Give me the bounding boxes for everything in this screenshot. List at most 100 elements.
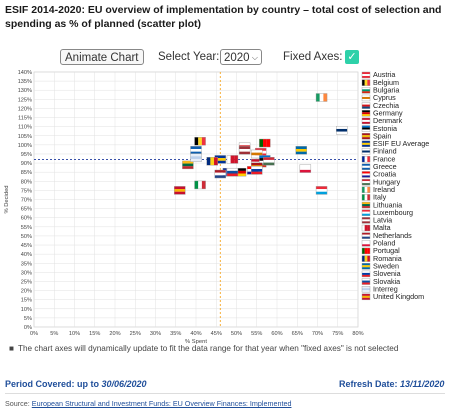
- legend-flag-slovenia-border: [361, 270, 371, 278]
- fixed-axes-checkbox[interactable]: ✓: [345, 50, 359, 64]
- y-tick-label: 140%: [18, 70, 32, 76]
- y-tick-label: 40%: [21, 252, 32, 258]
- animate-chart-button[interactable]: Animate Chart: [60, 49, 144, 65]
- point-greece-stripe: [190, 146, 202, 150]
- legend-flag-poland-border: [361, 240, 371, 247]
- point-slovakia-stripe: [226, 173, 238, 177]
- y-tick-label: 55%: [21, 225, 32, 231]
- period-covered-label: Period Covered: up to: [5, 379, 102, 389]
- year-select[interactable]: 2020 ⌵: [220, 49, 262, 65]
- point-malta-stripe: [234, 155, 238, 164]
- legend-flag-latvia-stripe: [362, 217, 370, 220]
- x-tick-label: 45%: [211, 331, 222, 337]
- legend-flag-italy-stripe: [367, 194, 371, 201]
- legend-flag-italy-stripe: [362, 194, 365, 201]
- legend-flag-portugal: [361, 247, 371, 255]
- point-finland-stripe: [336, 126, 348, 130]
- point-belgium-stripe: [198, 137, 202, 146]
- legend-flag-ireland-stripe: [367, 186, 371, 193]
- y-axis-title: % Decided: [4, 185, 10, 213]
- point-belgium-stripe: [194, 137, 199, 146]
- legend-flag-slovakia-border: [361, 278, 371, 285]
- legend-flag-united-kingdom-stripe: [362, 297, 370, 300]
- legend-flag-estonia-stripe: [362, 127, 370, 130]
- point-slovenia-stripe: [251, 169, 263, 172]
- legend-flag-denmark-stripe: [362, 117, 370, 120]
- legend-label-finland: Finland: [373, 147, 397, 156]
- legend-label-sweden: Sweden: [373, 261, 399, 270]
- point-luxembourg-stripe: [316, 189, 328, 192]
- point-poland-stripe: [299, 169, 311, 173]
- legend-flag-bulgaria: [361, 87, 371, 94]
- legend-flag-finland: [361, 148, 371, 155]
- point-slovakia-border: [226, 167, 239, 177]
- legend-flag-czechia-stripe: [362, 102, 370, 105]
- legend-flag-esif-eu-average-stripe: [362, 144, 370, 147]
- point-cyprus: [251, 149, 263, 159]
- point-slovakia-stripe: [226, 170, 238, 174]
- point-greece: [190, 146, 202, 155]
- source-label: Source:: [5, 399, 32, 408]
- y-tick-label: 50%: [21, 234, 32, 240]
- legend-label-luxembourg: Luxembourg: [373, 208, 413, 217]
- legend-flag-belgium: [361, 79, 371, 86]
- legend-flag-slovenia-stripe: [362, 274, 370, 277]
- legend-label-france: France: [373, 154, 395, 163]
- point-portugal-stripe: [259, 139, 264, 148]
- legend-flag-france-stripe: [362, 156, 365, 163]
- point-malta-border: [226, 155, 239, 164]
- point-lithuania-stripe: [182, 160, 194, 164]
- legend-label-poland: Poland: [373, 239, 395, 248]
- x-tick-label: 10%: [69, 331, 80, 337]
- point-netherlands-stripe: [214, 170, 226, 173]
- legend-flag-romania-stripe: [362, 255, 365, 262]
- legend-label-esif-eu-average: ESIF EU Average: [373, 139, 429, 148]
- legend-flag-luxembourg-border: [361, 209, 371, 216]
- point-slovenia-border: [251, 166, 263, 175]
- legend-flag-france-stripe: [367, 156, 371, 163]
- legend-flag-portugal-stripe: [364, 247, 368, 254]
- x-tick-label: 80%: [352, 331, 363, 337]
- axes-note: ■ The chart axes will dynamically update…: [9, 344, 438, 354]
- legend-flag-spain-stripe: [362, 135, 370, 138]
- legend-flag-sweden-stripe: [362, 265, 370, 268]
- legend-flag-finland-stripe: [362, 148, 370, 151]
- x-axis-title: % Spent: [185, 339, 207, 345]
- legend-flag-sweden-stripe: [362, 267, 370, 270]
- point-austria-stripe: [255, 148, 267, 151]
- legend-flag-italy: [361, 194, 371, 201]
- y-tick-label: 5%: [24, 316, 32, 322]
- legend-flag-denmark-border: [361, 117, 371, 125]
- legend-flag-bulgaria-border: [361, 87, 371, 94]
- point-greece-stripe: [190, 151, 202, 155]
- axes-note-text: The chart axes will dynamically update t…: [18, 344, 399, 353]
- point-esif-eu-average-stripe: [214, 155, 226, 159]
- legend-label-slovakia: Slovakia: [373, 277, 400, 286]
- legend-flag-esif-eu-average: [361, 140, 371, 148]
- point-latvia-stripe: [239, 151, 251, 155]
- x-tick-label: 15%: [89, 331, 100, 337]
- source-link[interactable]: European Structural and Investment Funds…: [31, 399, 292, 408]
- legend-flag-esif-eu-average-stripe: [362, 142, 370, 145]
- period-covered-value: 30/06/2020: [101, 379, 147, 389]
- legend-flag-poland-stripe: [362, 244, 370, 247]
- legend-flag-czechia: [361, 102, 371, 109]
- point-latvia: [238, 146, 251, 155]
- legend-flag-slovakia-stripe: [362, 282, 370, 285]
- legend-flag-netherlands-stripe: [362, 234, 370, 237]
- legend-flag-poland: [361, 240, 371, 247]
- point-poland-border: [299, 164, 312, 173]
- x-tick-label: 25%: [130, 331, 141, 337]
- legend-flag-estonia: [361, 125, 371, 132]
- legend-flag-estonia-border: [361, 125, 371, 132]
- legend-flag-hungary-stripe: [362, 181, 370, 184]
- point-romania-stripe: [206, 157, 211, 166]
- point-finland-stripe: [336, 131, 348, 135]
- footer-divider: [5, 393, 445, 394]
- point-portugal: [259, 138, 271, 148]
- legend-flag-cyprus-stripe: [362, 96, 370, 99]
- legend-label-italy: Italy: [373, 193, 387, 202]
- legend-flag-denmark-stripe: [362, 121, 370, 124]
- legend-flag-slovenia-stripe: [362, 272, 370, 275]
- legend-flag-germany-stripe: [362, 112, 370, 115]
